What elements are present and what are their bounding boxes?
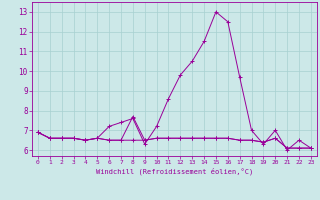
- X-axis label: Windchill (Refroidissement éolien,°C): Windchill (Refroidissement éolien,°C): [96, 168, 253, 175]
